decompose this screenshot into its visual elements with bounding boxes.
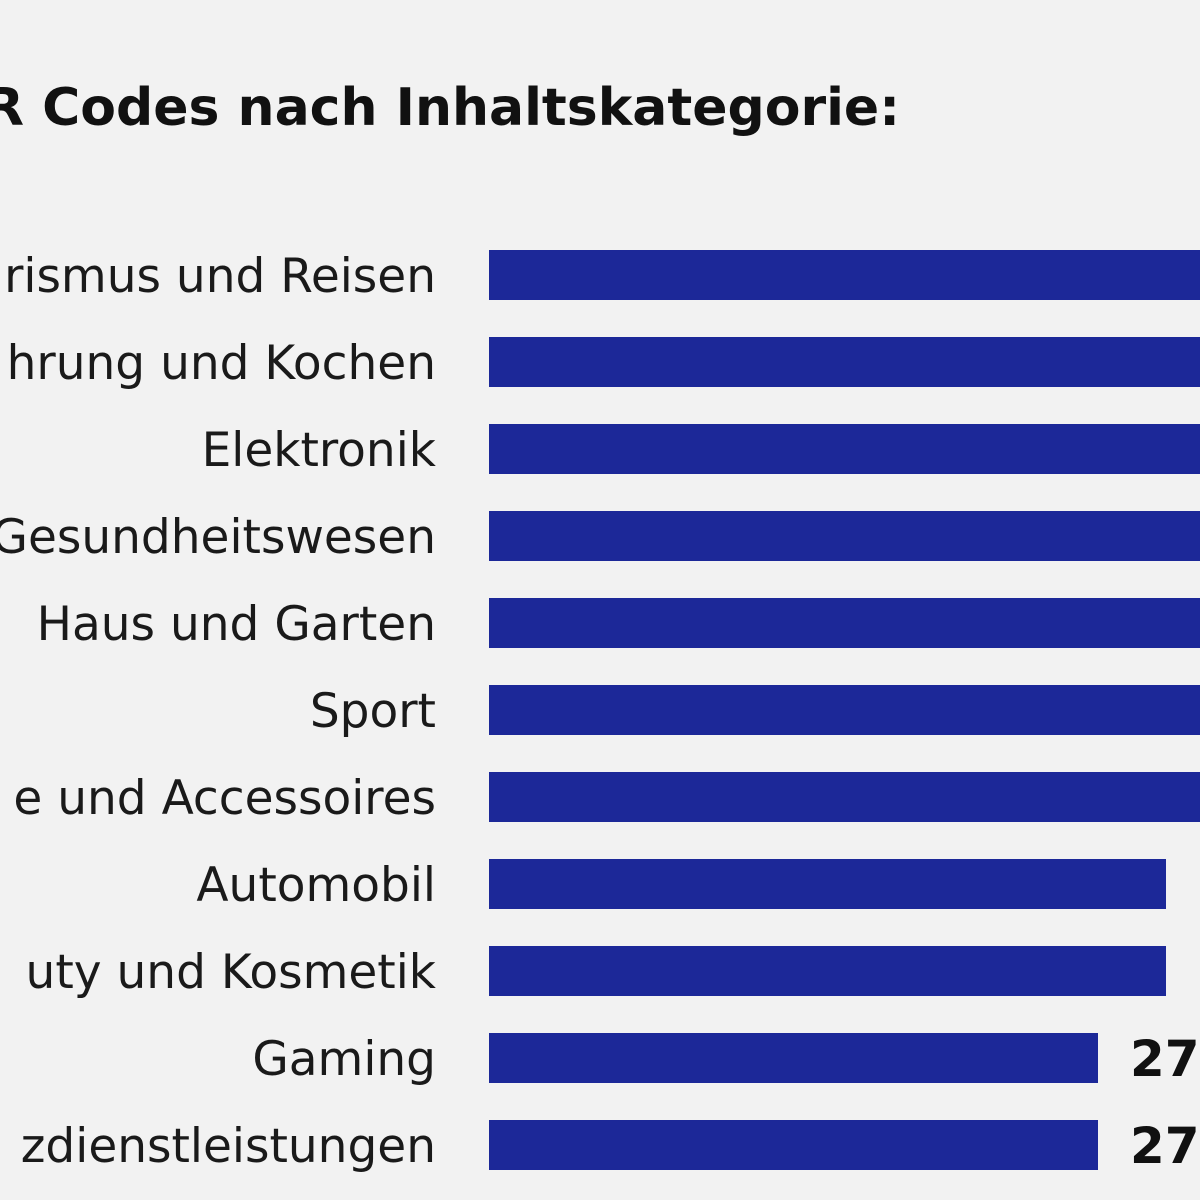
chart-title: QR Codes nach Inhaltskategorie: <box>0 78 900 138</box>
category-label: Automobil <box>196 858 436 913</box>
bar <box>489 511 1200 561</box>
category-label: uty und Kosmetik <box>26 945 437 1000</box>
bar <box>489 772 1200 822</box>
bar <box>489 250 1200 300</box>
category-label: hrung und Kochen <box>7 336 436 391</box>
bar <box>489 424 1200 474</box>
category-label: zdienstleistungen <box>21 1119 436 1174</box>
category-label: e und Accessoires <box>13 771 436 826</box>
category-label: rismus und Reisen <box>4 249 436 304</box>
bar <box>489 859 1166 909</box>
bar <box>489 337 1200 387</box>
category-label: Gesundheitswesen <box>0 510 436 565</box>
bar <box>489 685 1200 735</box>
bar <box>489 598 1200 648</box>
bar <box>489 1033 1098 1083</box>
category-label: Gaming <box>252 1032 436 1087</box>
category-label: Sport <box>310 684 436 739</box>
category-label: Elektronik <box>202 423 437 478</box>
bar <box>489 946 1166 996</box>
value-label: 27 <box>1130 1117 1200 1175</box>
bar <box>489 1120 1098 1170</box>
value-label: 27 <box>1130 1030 1200 1088</box>
category-label: Haus und Garten <box>37 597 436 652</box>
